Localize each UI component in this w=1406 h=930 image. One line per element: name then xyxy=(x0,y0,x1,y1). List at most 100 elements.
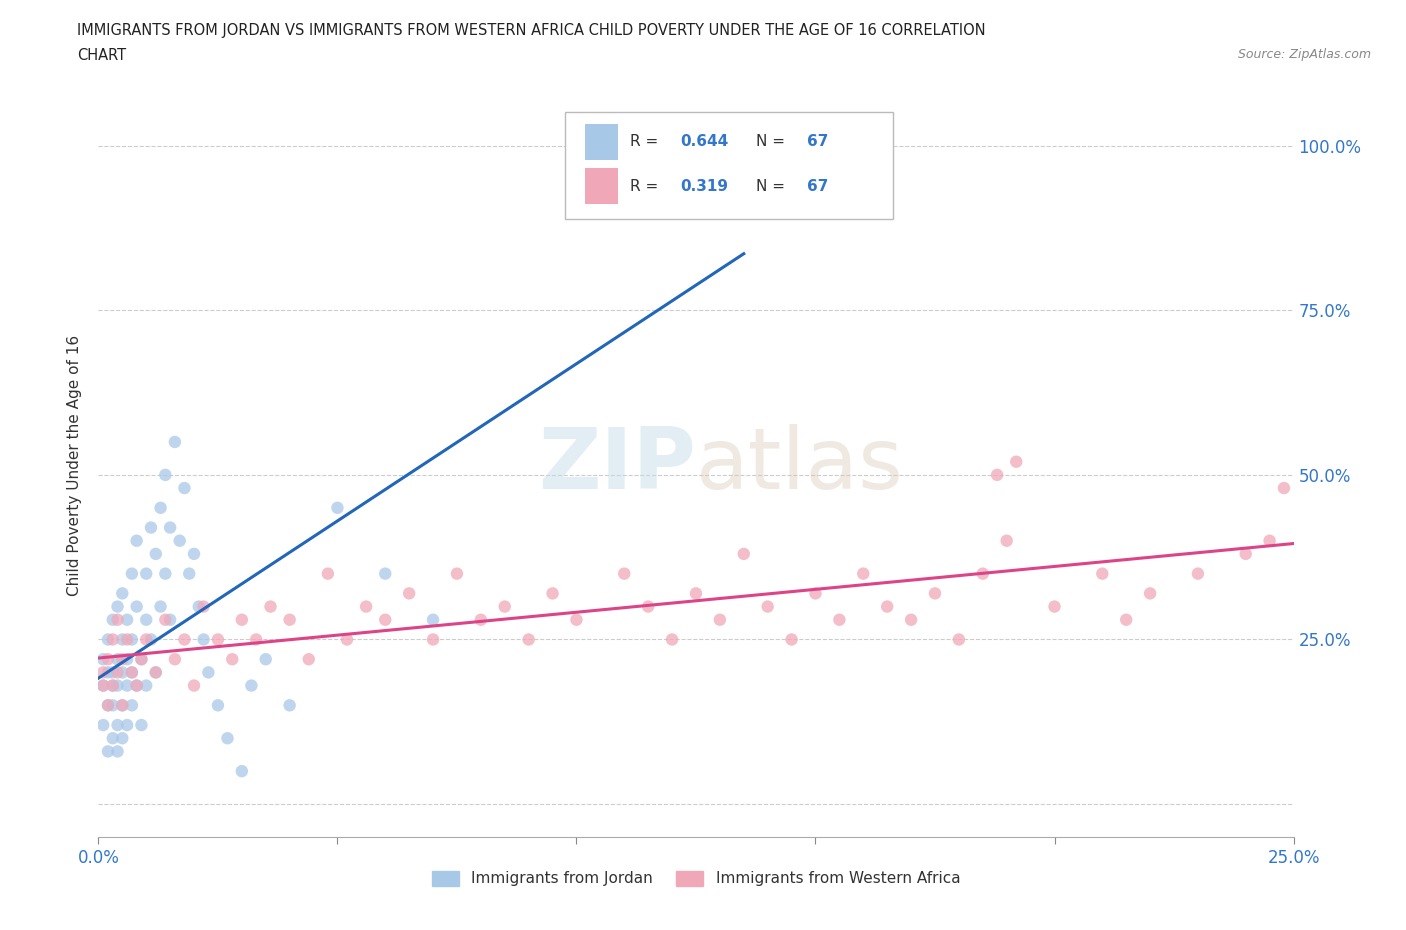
Bar xyxy=(585,124,619,160)
Point xyxy=(139,632,162,647)
Legend: Immigrants from Jordan, Immigrants from Western Africa: Immigrants from Jordan, Immigrants from … xyxy=(426,864,966,893)
Point xyxy=(278,612,301,627)
Point xyxy=(131,652,153,667)
Text: R =: R = xyxy=(630,135,664,150)
Point xyxy=(163,434,186,449)
Point xyxy=(240,678,263,693)
Point xyxy=(125,678,148,693)
Point xyxy=(135,566,157,581)
Text: CHART: CHART xyxy=(77,48,127,63)
Point xyxy=(374,566,396,581)
Point xyxy=(470,612,492,627)
Point xyxy=(494,599,516,614)
Point xyxy=(91,652,114,667)
Point xyxy=(149,599,172,614)
Point xyxy=(121,665,143,680)
Point xyxy=(107,718,129,733)
Y-axis label: Child Poverty Under the Age of 16: Child Poverty Under the Age of 16 xyxy=(67,335,83,595)
Text: N =: N = xyxy=(756,135,790,150)
Point xyxy=(336,632,359,647)
Point xyxy=(101,678,124,693)
Point xyxy=(326,500,349,515)
Point xyxy=(97,744,120,759)
Point xyxy=(995,533,1018,548)
Point xyxy=(685,586,707,601)
Point xyxy=(780,632,803,647)
Point xyxy=(1139,586,1161,601)
Point xyxy=(316,566,339,581)
Point xyxy=(699,171,721,186)
Point xyxy=(131,718,153,733)
Point xyxy=(733,547,755,562)
Point xyxy=(163,652,186,667)
Point xyxy=(565,612,588,627)
Point xyxy=(259,599,281,614)
Point xyxy=(155,468,177,483)
Point xyxy=(121,665,143,680)
Text: 67: 67 xyxy=(807,135,828,150)
Point xyxy=(159,612,181,627)
Point xyxy=(115,652,138,667)
Point xyxy=(207,632,229,647)
Point xyxy=(97,698,120,712)
Point xyxy=(159,520,181,535)
Point xyxy=(97,632,120,647)
Point xyxy=(97,652,120,667)
Point xyxy=(91,678,114,693)
Point xyxy=(422,612,444,627)
Point xyxy=(1234,547,1257,562)
Point xyxy=(1091,566,1114,581)
Point xyxy=(517,632,540,647)
Point xyxy=(1043,599,1066,614)
Point xyxy=(101,632,124,647)
Point xyxy=(221,652,243,667)
Point xyxy=(115,632,138,647)
Point xyxy=(111,586,134,601)
Point xyxy=(193,599,215,614)
Text: ZIP: ZIP xyxy=(538,423,696,507)
Text: N =: N = xyxy=(756,179,790,193)
Point xyxy=(217,731,239,746)
Point xyxy=(197,665,219,680)
Point xyxy=(91,718,114,733)
Point xyxy=(101,612,124,627)
Point xyxy=(422,632,444,647)
Point xyxy=(183,678,205,693)
Point xyxy=(354,599,377,614)
Point xyxy=(101,665,124,680)
Point xyxy=(107,744,129,759)
Point xyxy=(145,547,167,562)
Point xyxy=(125,599,148,614)
Point xyxy=(121,632,143,647)
Point xyxy=(91,678,114,693)
Point xyxy=(245,632,267,647)
Text: 67: 67 xyxy=(807,179,828,193)
FancyBboxPatch shape xyxy=(565,112,893,219)
Point xyxy=(111,731,134,746)
Point xyxy=(374,612,396,627)
Point xyxy=(111,665,134,680)
Point xyxy=(111,652,134,667)
Point xyxy=(101,731,124,746)
Point xyxy=(828,612,851,627)
Point xyxy=(1187,566,1209,581)
Point xyxy=(91,665,114,680)
Point xyxy=(111,698,134,712)
Point xyxy=(107,678,129,693)
Text: IMMIGRANTS FROM JORDAN VS IMMIGRANTS FROM WESTERN AFRICA CHILD POVERTY UNDER THE: IMMIGRANTS FROM JORDAN VS IMMIGRANTS FRO… xyxy=(77,23,986,38)
Point xyxy=(111,698,134,712)
Point xyxy=(131,652,153,667)
Point xyxy=(661,632,683,647)
Point xyxy=(125,678,148,693)
Point xyxy=(145,665,167,680)
Point xyxy=(948,632,970,647)
Point xyxy=(97,665,120,680)
Point xyxy=(101,678,124,693)
Text: 0.644: 0.644 xyxy=(681,135,728,150)
Point xyxy=(231,612,253,627)
Point xyxy=(97,698,120,712)
Point xyxy=(111,632,134,647)
Point xyxy=(173,632,195,647)
Point xyxy=(804,586,827,601)
Bar xyxy=(585,168,619,204)
